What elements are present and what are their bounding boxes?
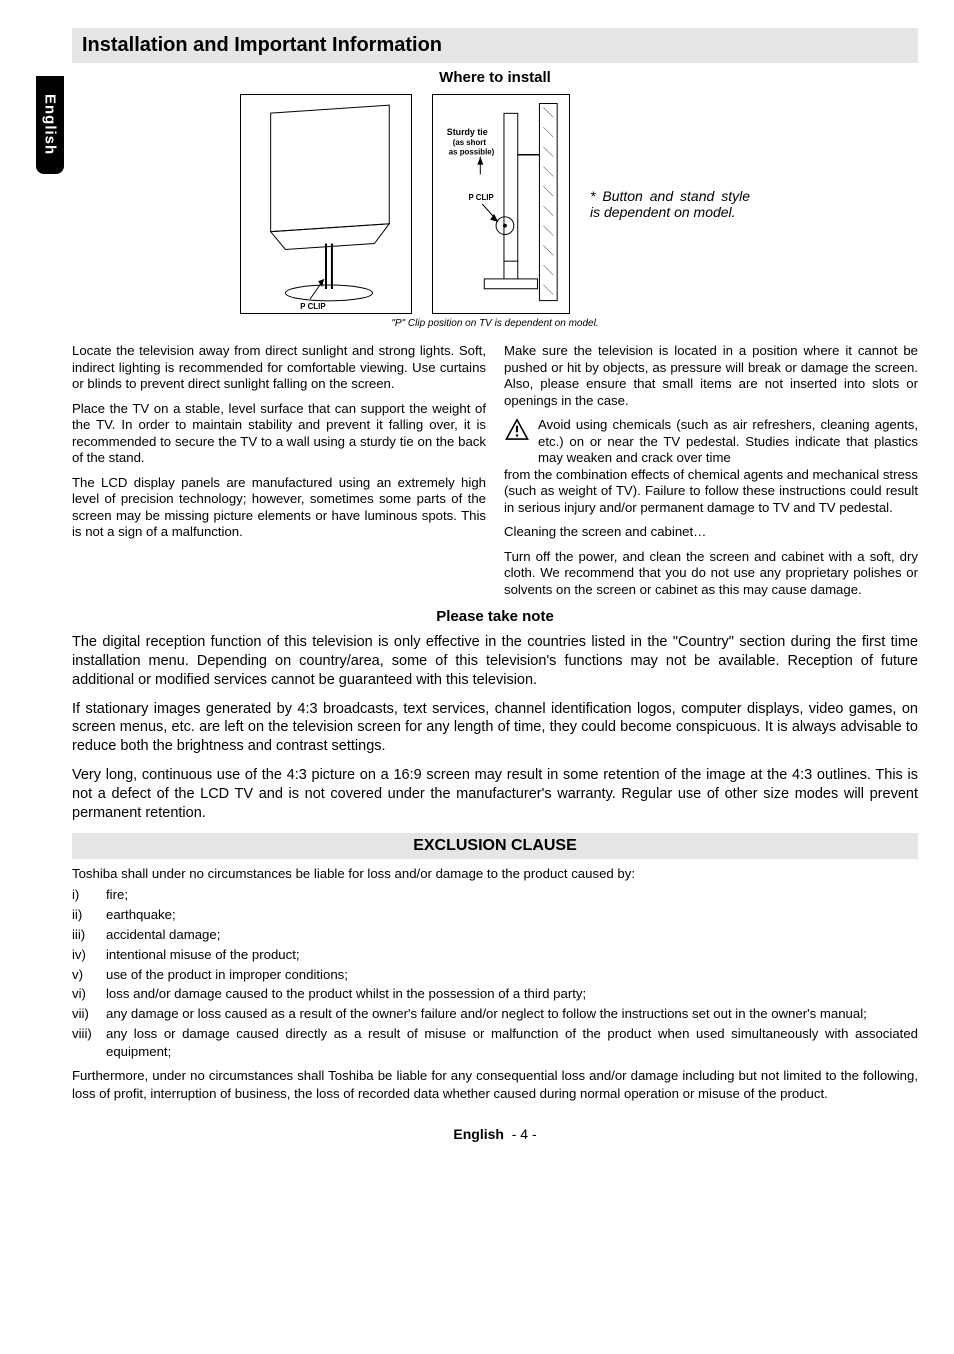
exclusion-item: vi)loss and/or damage caused to the prod…: [72, 985, 918, 1003]
exclusion-item-text: earthquake;: [106, 906, 176, 924]
exclusion-item-text: intentional misuse of the product;: [106, 946, 300, 964]
exclusion-body: Toshiba shall under no circumstances be …: [72, 865, 918, 1103]
exclusion-item: vii)any damage or loss caused as a resul…: [72, 1005, 918, 1023]
exclusion-item-num: i): [72, 886, 106, 904]
body-p2: Place the TV on a stable, level surface …: [72, 401, 486, 467]
footer-page: - 4 -: [512, 1126, 537, 1142]
body-p6: Cleaning the screen and cabinet…: [504, 524, 918, 541]
exclusion-item-num: vi): [72, 985, 106, 1003]
exclusion-item-text: any loss or damage caused directly as a …: [106, 1025, 918, 1061]
exclusion-item-text: any damage or loss caused as a result of…: [106, 1005, 867, 1023]
footer-lang: English: [453, 1126, 504, 1142]
exclusion-item-num: vii): [72, 1005, 106, 1023]
body-p5a: Avoid using chemicals (such as air refre…: [538, 417, 918, 467]
exclusion-intro: Toshiba shall under no circumstances be …: [72, 865, 918, 883]
body-p4: Make sure the television is located in a…: [504, 343, 918, 409]
note-block: The digital reception function of this t…: [72, 633, 918, 823]
exclusion-list: i)fire;ii)earthquake;iii)accidental dama…: [72, 886, 918, 1060]
body-p5b: from the combination effects of chemical…: [504, 467, 918, 515]
note-p3: Very long, continuous use of the 4:3 pic…: [72, 766, 918, 823]
exclusion-item-num: ii): [72, 906, 106, 924]
svg-text:as possible): as possible): [449, 148, 495, 157]
exclusion-item-text: accidental damage;: [106, 926, 220, 944]
figure-row: P CLIP: [72, 94, 918, 314]
svg-text:(as short: (as short: [453, 138, 487, 147]
note-p1: The digital reception function of this t…: [72, 633, 918, 690]
svg-text:P CLIP: P CLIP: [468, 193, 493, 202]
exclusion-item-text: use of the product in improper condition…: [106, 966, 348, 984]
pclip-label-1: P CLIP: [300, 302, 325, 311]
body-columns: Locate the television away from direct s…: [72, 343, 918, 598]
language-tab-label: English: [42, 94, 59, 155]
warning-icon: [504, 417, 530, 441]
exclusion-item-num: iv): [72, 946, 106, 964]
section-title: Installation and Important Information: [72, 28, 918, 63]
figure-caption: "P" Clip position on TV is dependent on …: [72, 318, 918, 329]
exclusion-item-num: v): [72, 966, 106, 984]
language-tab: English: [36, 76, 64, 174]
figure-tv-side: Sturdy tie (as short as possible) P CLIP: [432, 94, 570, 314]
figure-side-note: * Button and stand style is dependent on…: [590, 188, 750, 220]
exclusion-item: i)fire;: [72, 886, 918, 904]
exclusion-item: ii)earthquake;: [72, 906, 918, 924]
exclusion-item-num: iii): [72, 926, 106, 944]
exclusion-item: viii)any loss or damage caused directly …: [72, 1025, 918, 1061]
body-p3: The LCD display panels are manufactured …: [72, 475, 486, 541]
sturdy-label: Sturdy tie: [447, 127, 488, 137]
exclusion-item: iv)intentional misuse of the product;: [72, 946, 918, 964]
body-p1: Locate the television away from direct s…: [72, 343, 486, 393]
figure-tv-back: P CLIP: [240, 94, 412, 314]
note-heading: Please take note: [72, 608, 918, 625]
exclusion-item: v)use of the product in improper conditi…: [72, 966, 918, 984]
exclusion-item-text: loss and/or damage caused to the product…: [106, 985, 586, 1003]
page-content: Installation and Important Information W…: [72, 28, 918, 1142]
page-footer: English - 4 -: [72, 1126, 918, 1142]
exclusion-item-num: viii): [72, 1025, 106, 1061]
note-p2: If stationary images generated by 4:3 br…: [72, 700, 918, 757]
exclusion-outro: Furthermore, under no circumstances shal…: [72, 1067, 918, 1103]
exclusion-heading: EXCLUSION CLAUSE: [72, 833, 918, 859]
where-heading: Where to install: [72, 69, 918, 86]
body-p7: Turn off the power, and clean the screen…: [504, 549, 918, 599]
exclusion-item: iii)accidental damage;: [72, 926, 918, 944]
exclusion-item-text: fire;: [106, 886, 128, 904]
